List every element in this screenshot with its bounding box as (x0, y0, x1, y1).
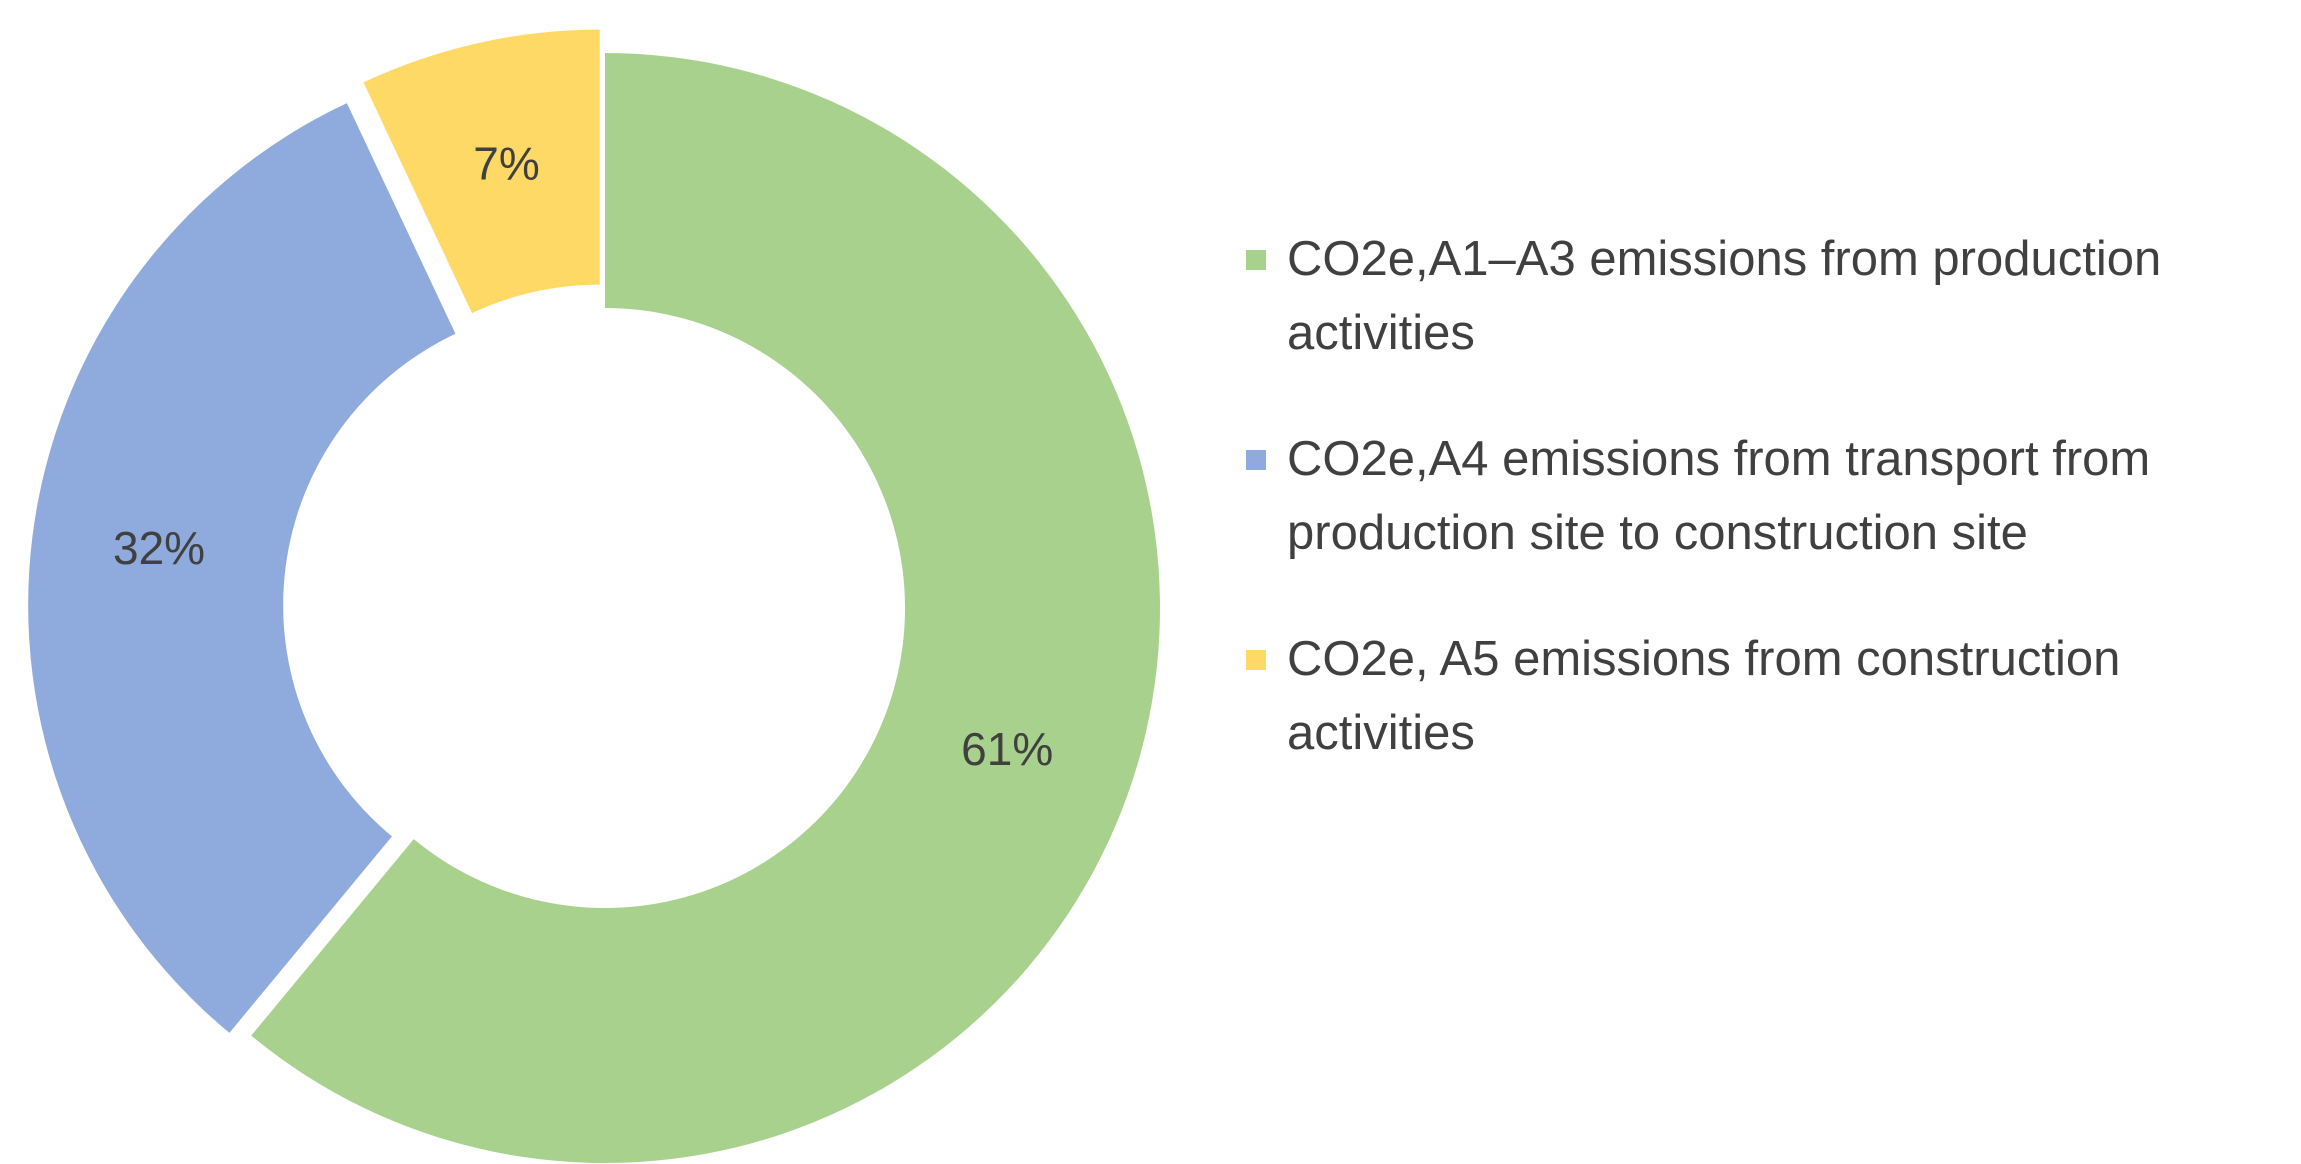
legend-label-3: CO2e, A5 emissions from construction act… (1287, 632, 2121, 760)
slice-data-label-3: 7% (473, 138, 539, 190)
legend-item-1: CO2e,A1–A3 emissions from production act… (1232, 222, 2292, 370)
slice-data-label-2: 32% (113, 522, 205, 574)
legend-label-1: CO2e,A1–A3 emissions from production act… (1287, 232, 2162, 360)
donut-chart-svg: 61% 32% 7% (28, 29, 1161, 1163)
legend-swatch-1 (1246, 250, 1266, 270)
donut-slice-1 (251, 53, 1161, 1163)
legend-item-2: CO2e,A4 emissions from transport from pr… (1232, 422, 2292, 570)
legend-item-3: CO2e, A5 emissions from construction act… (1232, 622, 2292, 770)
legend: CO2e,A1–A3 emissions from production act… (1232, 222, 2292, 822)
legend-label-2: CO2e,A4 emissions from transport from pr… (1287, 432, 2151, 560)
donut-slice-3 (363, 29, 600, 314)
donut-slice-2 (28, 103, 456, 1033)
slice-data-label-1: 61% (961, 723, 1053, 775)
legend-swatch-3 (1246, 650, 1266, 670)
legend-swatch-2 (1246, 450, 1266, 470)
